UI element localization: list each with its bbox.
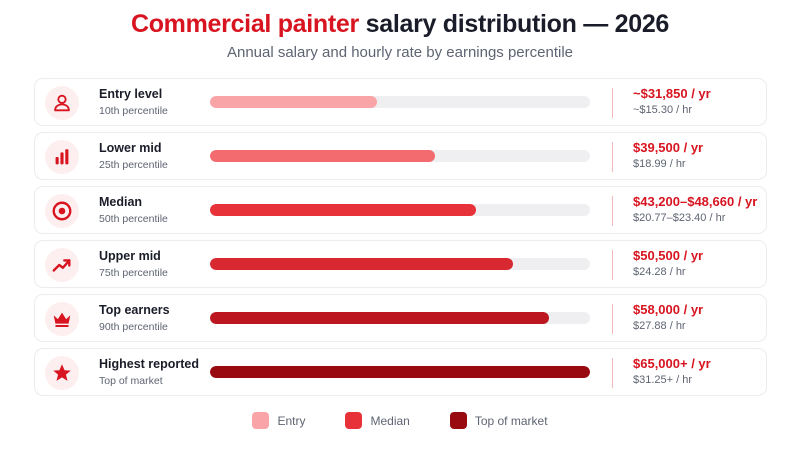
row-percentile: 25th percentile <box>99 159 168 171</box>
legend-label: Median <box>370 413 410 428</box>
row-percentile: Top of market <box>99 375 163 387</box>
bar-lower-mid <box>210 150 436 162</box>
row-percentile: 90th percentile <box>99 321 168 333</box>
annual-salary: $43,200–$48,660 / yr <box>633 194 758 209</box>
row-label: Lower mid <box>99 141 162 155</box>
annual-salary: $58,000 / yr <box>633 302 704 317</box>
row-label-group: Median 50th percentile <box>99 195 168 225</box>
row-label-group: Lower mid 25th percentile <box>99 141 168 171</box>
divider <box>612 88 613 118</box>
legend-label: Top of market <box>474 413 548 428</box>
legend-item-entry: Entry <box>252 412 305 429</box>
bar-track <box>210 258 590 270</box>
bar-chart-icon <box>45 140 79 174</box>
hourly-rate: $24.28 / hr <box>633 266 686 278</box>
legend-swatch <box>252 412 270 429</box>
bar-track <box>210 204 590 216</box>
row-label-group: Entry level 10th percentile <box>99 87 168 117</box>
row-percentile: 50th percentile <box>99 213 168 225</box>
bar-track <box>210 150 590 162</box>
divider <box>612 358 613 388</box>
trending-up-icon <box>45 248 79 282</box>
percentile-rows: Entry level 10th percentile ~$31,850 / yr ~… <box>34 78 767 402</box>
row-percentile: 10th percentile <box>99 105 168 117</box>
annual-salary: $39,500 / yr <box>633 140 704 155</box>
divider <box>612 250 613 280</box>
target-icon <box>45 194 79 228</box>
annual-salary: ~$31,850 / yr <box>633 86 711 101</box>
hourly-rate: ~$15.30 / hr <box>633 104 693 116</box>
legend-swatch <box>345 412 363 429</box>
hourly-rate: $27.88 / hr <box>633 320 686 332</box>
bar-track <box>210 366 590 378</box>
legend-item-median: Median <box>345 412 410 429</box>
crown-icon <box>45 302 79 336</box>
row-lower-mid: Lower mid 25th percentile $39,500 / yr $18.… <box>34 132 767 180</box>
legend-swatch <box>449 412 467 429</box>
bar-upper-mid <box>210 258 513 270</box>
hourly-rate: $31.25+ / hr <box>633 374 693 386</box>
user-icon <box>45 86 79 120</box>
row-label-group: Highest reported Top of market <box>99 357 199 387</box>
row-values: $65,000+ / yr $31.25+ / hr <box>633 356 711 387</box>
chart-subtitle: Annual salary and hourly rate by earning… <box>226 44 574 61</box>
row-values: $39,500 / yr $18.99 / hr <box>633 140 703 171</box>
row-label: Median <box>99 195 143 209</box>
divider <box>612 304 613 334</box>
divider <box>612 196 613 226</box>
title-accent: Commercial painter <box>130 10 359 38</box>
row-label-group: Upper mid 75th percentile <box>99 249 168 279</box>
legend-label: Entry <box>277 413 306 428</box>
row-entry-level: Entry level 10th percentile ~$31,850 / yr ~… <box>34 78 767 126</box>
hourly-rate: $20.77–$23.40 / hr <box>633 212 726 224</box>
bar-median <box>210 204 476 216</box>
row-values: $43,200–$48,660 / yr $20.77–$23.40 / hr <box>633 194 757 225</box>
legend-item-top-of-market: Top of market <box>449 412 548 429</box>
row-percentile: 75th percentile <box>99 267 168 279</box>
annual-salary: $50,500 / yr <box>633 248 704 263</box>
divider <box>612 142 613 172</box>
title-rest: salary distribution — 2026 <box>358 10 670 38</box>
row-values: $50,500 / yr $24.28 / hr <box>633 248 703 279</box>
row-highest-reported: Highest reported Top of market $65,000+ / … <box>34 348 767 396</box>
row-top-earners: Top earners 90th percentile $58,000 / yr $2… <box>34 294 767 342</box>
bar-track <box>210 96 590 108</box>
row-label: Top earners <box>99 303 170 317</box>
bar-track <box>210 312 590 324</box>
row-upper-mid: Upper mid 75th percentile $50,500 / yr $24.… <box>34 240 767 288</box>
bar-entry-level <box>210 96 378 108</box>
annual-salary: $65,000+ / yr <box>633 356 711 371</box>
chart-title: Commercial painter salary distribution —… <box>0 10 800 39</box>
row-label: Upper mid <box>99 249 161 263</box>
bar-highest-reported <box>210 366 590 378</box>
hourly-rate: $18.99 / hr <box>633 158 686 170</box>
row-label: Highest reported <box>99 357 200 371</box>
row-values: ~$31,850 / yr ~$15.30 / hr <box>633 86 711 117</box>
row-median: Median 50th percentile $43,200–$48,660 / y… <box>34 186 767 234</box>
row-label-group: Top earners 90th percentile <box>99 303 170 333</box>
row-label: Entry level <box>99 87 163 101</box>
legend: Entry Median Top of market <box>0 412 800 429</box>
bar-top-earners <box>210 312 550 324</box>
row-values: $58,000 / yr $27.88 / hr <box>633 302 703 333</box>
star-icon <box>45 356 79 390</box>
